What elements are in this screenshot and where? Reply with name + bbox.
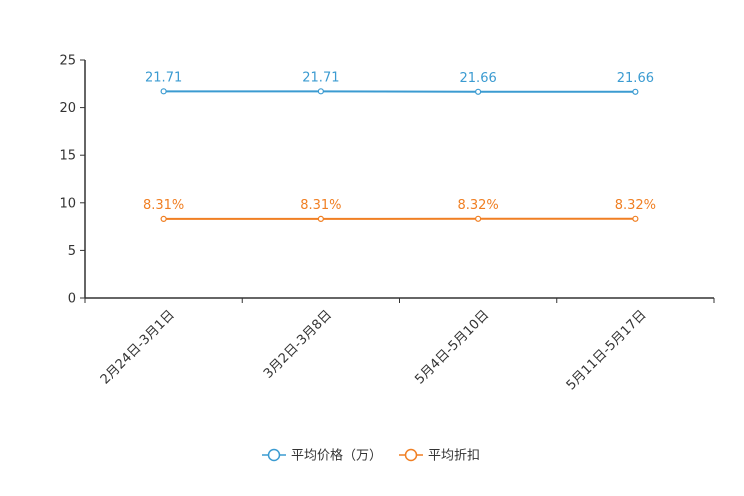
data-point	[475, 88, 482, 95]
y-tick-label: 5	[68, 244, 76, 259]
legend-item-1[interactable]: 平均折扣	[399, 449, 480, 464]
data-label: 21.66	[617, 71, 654, 86]
data-point	[475, 215, 482, 222]
data-label: 8.31%	[300, 198, 341, 213]
series-layer: 21.71 21.71 21.66 21.66 8.31% 8.31% 8.32% 8.32%	[143, 70, 656, 222]
data-point	[632, 88, 639, 95]
y-tick-label: 25	[59, 54, 76, 69]
x-tick-label: 2月24日-3月1日	[98, 308, 178, 388]
y-tick-label: 10	[59, 196, 76, 211]
y-tick-label: 20	[59, 101, 76, 116]
x-axis-ticks: 2月24日-3月1日 3月2日-3月8日 5月4日-5月10日 5月11日-5月17日	[84, 298, 715, 394]
data-point	[160, 88, 167, 95]
legend-marker-icon	[404, 448, 418, 462]
data-point	[317, 215, 324, 222]
axes	[84, 60, 714, 299]
data-label: 8.32%	[457, 198, 498, 213]
data-label: 8.31%	[143, 198, 184, 213]
x-tick-label: 5月4日-5月10日	[412, 308, 492, 388]
legend-marker-icon	[267, 448, 281, 462]
data-label: 21.66	[460, 71, 497, 86]
legend-item-0[interactable]: 平均价格（万）	[262, 448, 382, 464]
data-label: 21.71	[145, 70, 182, 85]
data-point	[632, 215, 639, 222]
data-point	[317, 88, 324, 95]
data-point	[160, 215, 167, 222]
series-1: 8.31% 8.31% 8.32% 8.32%	[143, 198, 656, 222]
series-0: 21.71 21.71 21.66 21.66	[145, 70, 654, 95]
y-axis-ticks: 0 5 10 15 20 25	[59, 54, 85, 307]
legend[interactable]: 平均价格（万） 平均折扣	[262, 448, 480, 464]
data-label: 21.71	[302, 70, 339, 85]
legend-label: 平均价格（万）	[291, 448, 382, 464]
legend-label: 平均折扣	[428, 449, 480, 464]
y-tick-label: 0	[68, 292, 76, 307]
y-tick-label: 15	[59, 149, 76, 164]
x-tick-label: 5月11日-5月17日	[564, 308, 650, 394]
x-tick-label: 3月2日-3月8日	[261, 308, 335, 382]
data-label: 8.32%	[615, 198, 656, 213]
